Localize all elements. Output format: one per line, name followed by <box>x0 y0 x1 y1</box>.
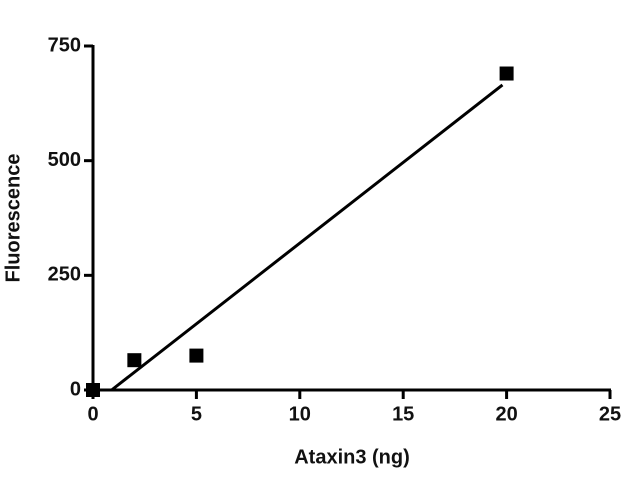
point <box>127 353 142 368</box>
x-tick-label: 15 <box>392 403 414 425</box>
point <box>499 66 514 81</box>
y-axis-title: Fluorescence <box>2 154 24 283</box>
point <box>189 348 204 363</box>
x-tick-label: 25 <box>599 403 621 425</box>
x-axis-title: Ataxin3 (ng) <box>294 446 410 468</box>
y-tick-label: 250 <box>48 264 81 286</box>
y-tick-label: 0 <box>70 378 81 400</box>
y-tick-label: 750 <box>48 34 81 56</box>
y-tick-label: 500 <box>48 149 81 171</box>
fit-line <box>110 83 504 392</box>
x-tick-label: 5 <box>191 403 202 425</box>
point <box>86 383 100 397</box>
x-tick-label: 20 <box>495 403 517 425</box>
x-tick-label: 0 <box>87 403 98 425</box>
x-tick-label: 10 <box>289 403 311 425</box>
